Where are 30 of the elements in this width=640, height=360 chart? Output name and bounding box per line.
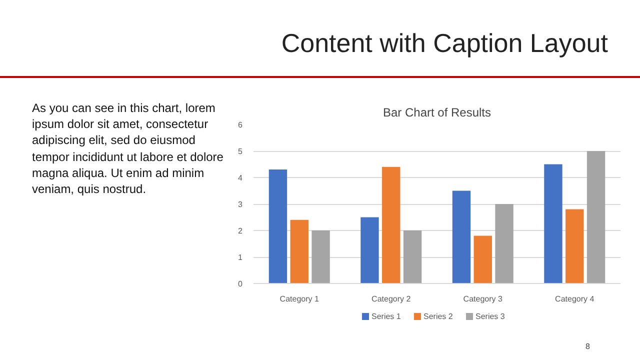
x-tick-label: Category 3 <box>463 294 503 304</box>
legend-label: Series 2 <box>424 312 454 321</box>
bar <box>586 151 606 284</box>
bar <box>452 190 471 284</box>
bar <box>474 236 492 284</box>
text: 8 <box>584 342 590 351</box>
text: As you can see in this chart, lorem ipsum dolor sit amet, consectetur adipiscing elit, sed do eiusmod tempor incididunt ut labore et dolore magna aliqua. Ut enim ad minim veniam, quis nostrud. <box>32 100 224 198</box>
y-tick-label: 0 <box>238 280 244 288</box>
bar <box>360 217 379 284</box>
bar <box>566 209 584 284</box>
y-tick-label: 2 <box>238 226 244 236</box>
bar <box>403 230 422 284</box>
x-tick-label: Category 2 <box>372 294 412 304</box>
x-tick-label: Category 1 <box>280 294 320 304</box>
bar <box>312 230 330 284</box>
legend-label: Series 1 <box>372 312 402 321</box>
y-tick-label: 5 <box>238 147 244 156</box>
bar <box>495 204 514 284</box>
y-tick-label: 6 <box>238 120 244 130</box>
bar <box>290 220 308 284</box>
bar <box>268 170 288 284</box>
chart-title: Bar Chart of Results <box>382 106 492 120</box>
text: Content with Caption Layout <box>280 28 608 59</box>
x-tick-label: Category 4 <box>555 294 595 304</box>
bar <box>544 164 562 284</box>
legend-label: Series 3 <box>476 312 506 321</box>
y-tick-label: 3 <box>238 200 244 209</box>
bar <box>382 166 400 284</box>
y-tick-label: 4 <box>238 174 244 182</box>
y-tick-label: 1 <box>238 253 244 262</box>
